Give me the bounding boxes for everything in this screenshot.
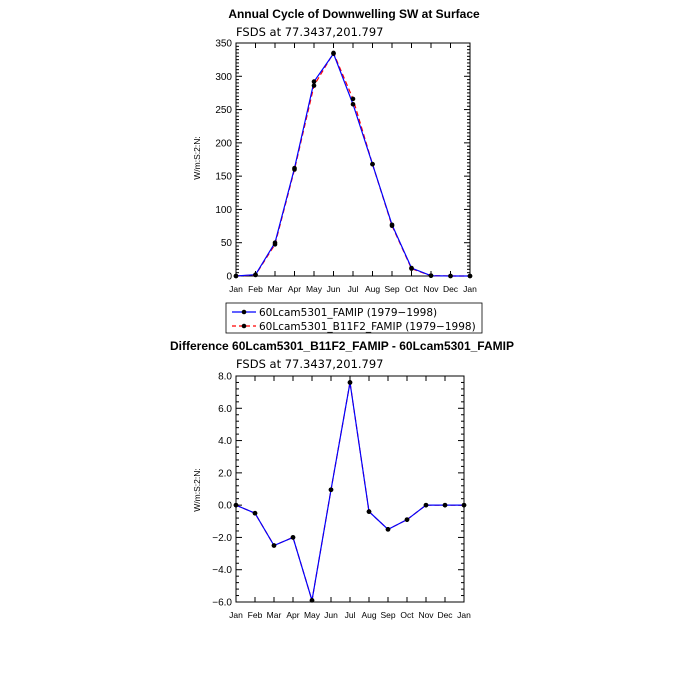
legend-marker-famip	[241, 309, 247, 315]
data-point	[233, 273, 239, 279]
data-point	[347, 380, 353, 385]
y-tick-label: −2.0	[212, 533, 232, 544]
legend-marker-b11f2	[241, 323, 247, 329]
x-tick-label: Feb	[248, 610, 263, 620]
y-tick-label: 6.0	[218, 404, 232, 415]
x-tick-label: Sep	[380, 610, 395, 620]
x-tick-label: Feb	[248, 284, 263, 294]
legend-box	[225, 302, 483, 334]
series-layer	[233, 380, 467, 603]
x-tick-label: Dec	[437, 610, 453, 620]
chart-subtitle: FSDS at 77.3437,201.797	[236, 25, 384, 39]
x-tick-label: May	[306, 284, 323, 294]
x-tick-label: Oct	[405, 284, 419, 294]
data-point	[350, 96, 356, 102]
x-tick-label: Jun	[324, 610, 338, 620]
legend-label-b11f2: 60Lcam5301_B11F2_FAMIP (1979−1998)	[259, 321, 476, 333]
data-point	[252, 510, 258, 516]
data-point	[389, 223, 395, 229]
series-line	[235, 52, 470, 277]
y-axis-label: W/m:S:2:N:	[192, 136, 202, 179]
data-point	[272, 242, 278, 247]
x-tick-label: Jul	[348, 284, 359, 294]
data-point	[461, 502, 467, 508]
data-point	[233, 502, 239, 508]
y-tick-label: 150	[215, 172, 232, 183]
x-tick-label: Jul	[345, 610, 356, 620]
x-tick-label: Apr	[286, 610, 299, 620]
x-tick-label: Dec	[443, 284, 459, 294]
data-point	[350, 101, 356, 107]
data-point	[271, 543, 277, 548]
x-tick-label: Jan	[229, 610, 243, 620]
x-tick-label: Oct	[400, 610, 414, 620]
data-point	[404, 517, 410, 522]
data-point	[409, 266, 414, 271]
x-tick-label: Nov	[418, 610, 434, 620]
plot-frame	[235, 375, 465, 603]
y-tick-label: 2.0	[218, 468, 232, 479]
axes: Jan Feb Mar Apr May Jun Jul Aug Sep Oct Nov Dec Jan−…	[212, 372, 471, 621]
chart-subtitle: FSDS at 77.3437,201.797	[236, 357, 384, 371]
y-tick-label: 300	[215, 72, 232, 83]
x-tick-label: Apr	[288, 284, 301, 294]
legend-label-famip: 60Lcam5301_FAMIP (1979−1998)	[259, 307, 437, 319]
y-tick-label: 350	[215, 39, 232, 50]
y-tick-label: 250	[215, 105, 232, 116]
chart-title: Difference 60Lcam5301_B11F2_FAMIP - 60Lc…	[170, 339, 514, 353]
data-point	[311, 83, 317, 88]
plot-frame	[235, 42, 471, 277]
annual-cycle-chart: Annual Cycle of Downwelling SW at Surfac…	[192, 7, 483, 334]
data-point	[467, 273, 473, 279]
data-point	[366, 509, 372, 514]
y-tick-label: 4.0	[218, 436, 232, 447]
x-tick-label: Aug	[365, 284, 380, 294]
y-tick-label: 0	[226, 272, 232, 283]
data-point	[331, 50, 336, 56]
y-tick-label: −6.0	[212, 598, 232, 609]
difference-chart: Difference 60Lcam5301_B11F2_FAMIP - 60Lc…	[170, 339, 514, 620]
y-axis-label: W/m:S:2:N:	[192, 468, 202, 511]
legend: 60Lcam5301_FAMIP (1979−1998) 60Lcam5301_…	[225, 302, 483, 334]
x-tick-label: Mar	[268, 284, 283, 294]
data-point	[385, 527, 391, 532]
y-tick-label: 100	[215, 205, 232, 216]
series-line	[235, 382, 464, 601]
x-tick-label: Aug	[361, 610, 376, 620]
axes: Jan Feb Mar Apr May Jun Jul Aug Sep Oct Nov Dec Jan0…	[215, 39, 477, 295]
data-point	[442, 502, 448, 508]
data-point	[428, 273, 434, 278]
x-tick-label: May	[304, 610, 321, 620]
x-tick-label: Nov	[423, 284, 439, 294]
x-tick-label: Sep	[384, 284, 399, 294]
x-tick-label: Jan	[229, 284, 243, 294]
data-point	[423, 502, 429, 508]
x-tick-label: Jun	[327, 284, 341, 294]
series-layer	[233, 50, 473, 279]
y-tick-label: 200	[215, 138, 232, 149]
series-line	[235, 51, 470, 277]
data-point	[290, 535, 296, 540]
data-point	[311, 79, 317, 84]
data-point	[309, 598, 315, 603]
data-point	[328, 487, 334, 493]
x-tick-label: Jan	[463, 284, 477, 294]
y-tick-label: 50	[221, 238, 233, 249]
data-point	[448, 273, 453, 279]
y-tick-label: −4.0	[212, 565, 232, 576]
x-tick-label: Jan	[457, 610, 471, 620]
data-point	[253, 272, 258, 278]
data-point	[292, 167, 297, 172]
series-line	[235, 382, 464, 601]
y-tick-label: 0.0	[218, 501, 232, 512]
y-tick-label: 8.0	[218, 372, 232, 383]
x-tick-label: Mar	[267, 610, 282, 620]
chart-title: Annual Cycle of Downwelling SW at Surfac…	[228, 7, 480, 21]
data-point	[370, 161, 375, 167]
